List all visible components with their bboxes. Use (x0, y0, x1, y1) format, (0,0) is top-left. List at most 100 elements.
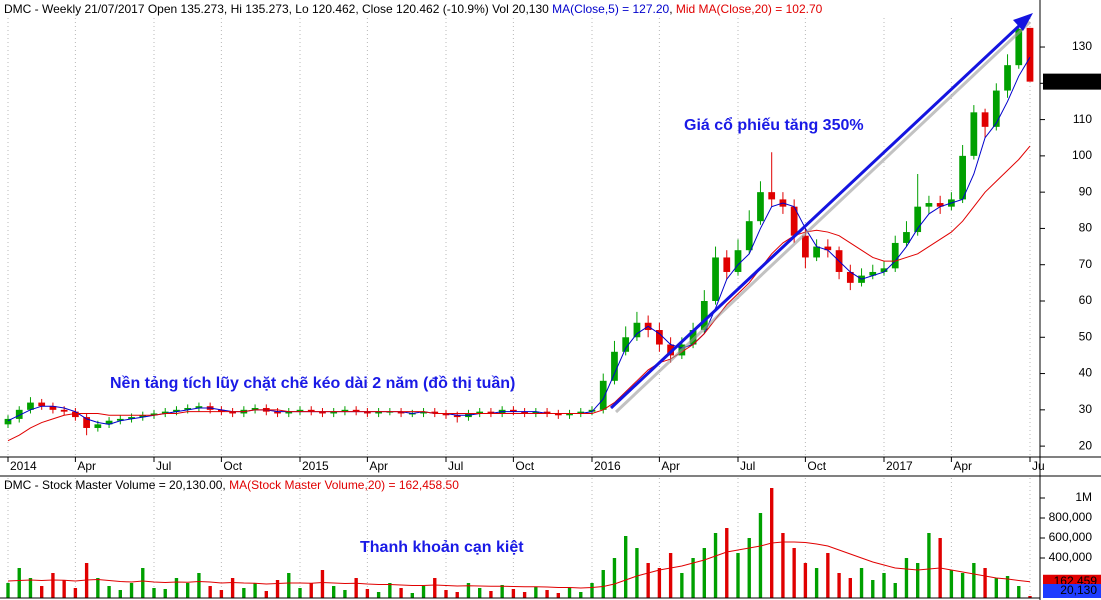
volume-bar (17, 568, 21, 598)
volume-bar (332, 586, 336, 598)
volume-bar (826, 553, 830, 598)
candle-body (49, 406, 57, 410)
candle-body (925, 203, 933, 207)
candle-body (60, 409, 68, 412)
arrow-head (1013, 13, 1033, 31)
x-tick-label: 2016 (594, 459, 621, 473)
candle-body (757, 192, 764, 222)
volume-bar (522, 592, 527, 598)
x-tick-label: Apr (77, 459, 96, 473)
candle-body (959, 155, 966, 200)
candle-body (869, 271, 877, 276)
volume-bar (309, 583, 313, 598)
x-tick-label: 2015 (302, 459, 329, 473)
candle-body (1026, 27, 1034, 82)
x-tick-label: Jul (156, 459, 171, 473)
volume-bar (410, 593, 414, 598)
candle-body (1004, 65, 1011, 91)
x-tick-label: Oct (515, 459, 534, 473)
volume-bar (264, 591, 268, 598)
volume-bar (736, 553, 740, 598)
y-tick-label: 400,000 (1049, 550, 1093, 564)
ma-line (7, 56, 1031, 425)
volume-bar (904, 558, 909, 598)
x-tick-label: Ju (1032, 459, 1045, 473)
ma-line (7, 541, 1031, 589)
volume-bar (680, 573, 684, 598)
candle-body (846, 271, 854, 283)
x-tick-label: Apr (369, 459, 388, 473)
candle-body (802, 235, 809, 258)
candle-body (532, 411, 540, 414)
candle-body (105, 420, 113, 425)
volume-bar (242, 588, 246, 598)
candle-body (656, 330, 663, 345)
candle-body (611, 351, 618, 381)
candle-body (745, 221, 753, 251)
volume-bar (803, 563, 808, 598)
candle-body (83, 417, 90, 428)
header-title: DMC - Stock Master Volume = 20,130.00, (4, 478, 226, 492)
candle-body (824, 246, 832, 251)
y-tick-label: 100 (1072, 148, 1092, 162)
candle-body (218, 409, 225, 412)
candle-body (15, 409, 23, 419)
volume-bar (298, 588, 302, 598)
candle-body (397, 411, 405, 414)
volume-bar (275, 580, 280, 598)
candle-body (510, 409, 517, 412)
volume-badge-label: 20,130 (1060, 583, 1097, 597)
candle-body (599, 380, 607, 410)
volume-bar (725, 528, 729, 598)
candle-body (790, 206, 798, 236)
candle-body (577, 411, 585, 414)
candle-body (813, 246, 820, 258)
volume-bar (174, 578, 179, 598)
volume-bar (994, 578, 998, 598)
volume-bar (848, 578, 852, 598)
candle-body (307, 409, 315, 412)
candle-body (970, 112, 978, 156)
volume-bar (141, 568, 145, 598)
arrow-shadow (614, 20, 1032, 414)
volume-bar (186, 583, 190, 598)
volume-bar (62, 580, 66, 598)
candle-body (431, 411, 439, 414)
y-tick-label: 40 (1079, 366, 1093, 380)
volume-bar (927, 533, 931, 598)
candle-body (453, 415, 461, 418)
volume-bar (837, 573, 841, 598)
candle-body (768, 192, 776, 200)
price-badge-label: 120.462 (1054, 74, 1098, 88)
candle-body (319, 411, 326, 414)
volume-bar (1005, 576, 1010, 598)
volume-bar (152, 588, 156, 598)
candle-body (195, 406, 203, 409)
volume-header: DMC - Stock Master Volume = 20,130.00, M… (4, 478, 459, 492)
volume-bar (814, 568, 819, 598)
candle-body (116, 418, 124, 421)
volume-bar (388, 583, 392, 598)
candle-body (543, 411, 551, 414)
candle-body (341, 409, 349, 412)
y-tick-label: 80 (1079, 221, 1093, 235)
volume-bar (1017, 586, 1021, 598)
candle-body (420, 411, 427, 414)
candle-body (689, 330, 697, 345)
volume-bar (253, 583, 257, 598)
volume-bar (859, 568, 864, 598)
volume-bar (51, 573, 55, 598)
volume-bar (792, 548, 796, 598)
volume-bar (545, 590, 549, 598)
volume-bar (781, 533, 785, 598)
annotation: Thanh khoản cạn kiệt (360, 539, 524, 556)
x-tick-label: 2017 (886, 459, 913, 473)
plot-layer (4, 18, 1034, 598)
volume-bar (668, 553, 673, 598)
volume-bar (489, 591, 493, 598)
trend-arrow (609, 23, 1022, 410)
candle-body (4, 418, 12, 425)
volume-bar (1028, 595, 1032, 598)
candle-body (992, 90, 1000, 127)
